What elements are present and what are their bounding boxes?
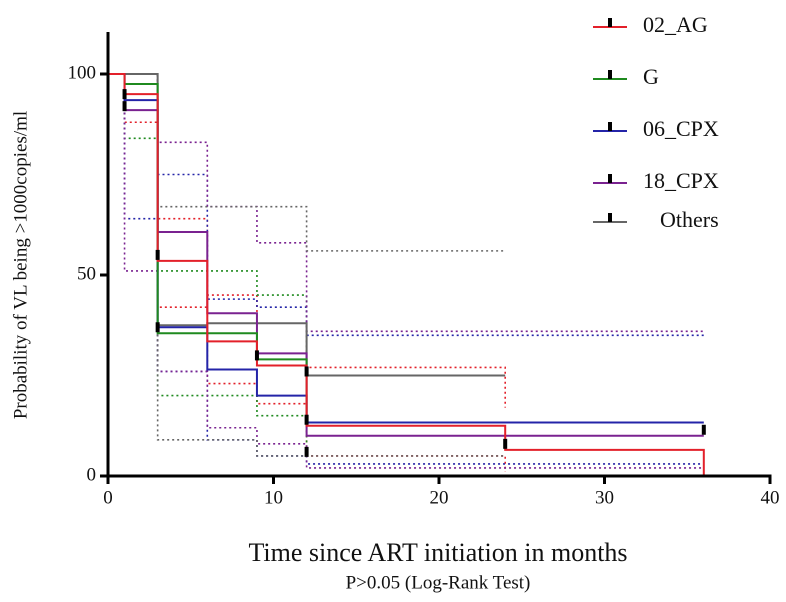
legend-label: 18_CPX [643,168,719,193]
censor-mark [304,366,309,377]
legend-label: Others [660,207,719,232]
ci-line [108,73,506,408]
censor-mark [304,446,309,457]
y-axis-label: Probability of VL being >1000copies/ml [10,111,31,419]
survival-line [108,73,705,476]
survival-line [108,73,704,437]
survival-line [108,73,506,377]
x-tick-label: 20 [430,487,449,508]
censor-mark [155,322,160,333]
censor-mark [503,438,508,449]
legend-censor [608,18,612,27]
ci-line [108,73,506,457]
subtitle: P>0.05 (Log-Rank Test) [346,572,531,593]
censor-mark [122,101,127,112]
x-tick-label: 0 [103,487,113,508]
legend-label: 02_AG [643,12,708,37]
y-tick-label: 100 [68,62,97,83]
survival-line [108,73,704,424]
legend-censor [608,122,612,131]
ci-line [108,73,704,337]
legend-censor [608,70,612,79]
y-tick-label: 50 [77,263,96,284]
legend-label: G [643,64,659,89]
x-tick-label: 30 [595,487,614,508]
x-axis-label: Time since ART initiation in months [248,538,627,567]
ci-line [108,73,308,460]
y-tick-label: 0 [87,464,97,485]
x-tick-label: 40 [761,487,780,508]
legend-censor [608,213,612,222]
censor-mark [254,350,259,361]
ci-line [108,73,506,252]
censor-mark [122,89,127,100]
censor-mark [304,414,309,425]
x-tick-label: 10 [264,487,283,508]
ci-line [108,73,704,465]
legend-censor [608,174,612,183]
legend-label: 06_CPX [643,116,719,141]
censor-mark [155,249,160,260]
ci-line [108,73,704,333]
censor-mark [701,424,706,435]
